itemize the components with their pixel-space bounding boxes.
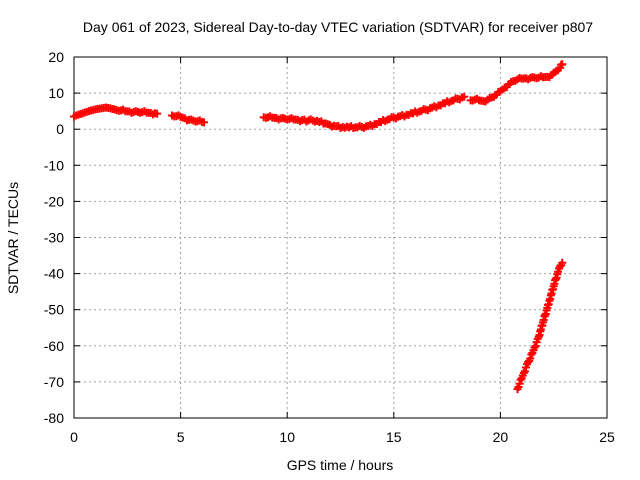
- y-tick-label: 0: [56, 121, 64, 137]
- x-tick-label: 25: [599, 429, 615, 445]
- y-tick-label: 20: [48, 49, 64, 65]
- series-segment-2: [168, 111, 209, 127]
- data-point: [519, 368, 528, 377]
- series-segment-4: [466, 60, 567, 106]
- data-point: [558, 60, 567, 69]
- y-tick-label: -70: [44, 374, 64, 390]
- series-segment-5: [513, 258, 567, 394]
- data-point: [460, 92, 469, 101]
- x-tick-label: 5: [177, 429, 185, 445]
- y-tick-label: -20: [44, 193, 64, 209]
- data-point: [153, 109, 162, 118]
- chart-title: Day 061 of 2023, Sidereal Day-to-day VTE…: [83, 19, 593, 35]
- series-segment-3: [259, 92, 469, 132]
- y-tick-label: -80: [44, 410, 64, 426]
- data-point: [530, 343, 539, 352]
- data-point-fill: [531, 342, 540, 351]
- data-point: [515, 379, 524, 388]
- data-point-fill: [527, 350, 536, 359]
- tick-labels: 0 5 10 15 20 25 -80 -70 -60 -50 -40 -30 -20 -10 0 10 20: [44, 49, 615, 445]
- y-tick-label: -60: [44, 338, 64, 354]
- y-axis-label: SDTVAR / TECUs: [5, 182, 21, 294]
- data-point-fill: [520, 367, 529, 376]
- data-point-fill: [516, 375, 525, 384]
- data-point: [558, 258, 567, 267]
- x-tick-label: 20: [493, 429, 509, 445]
- x-tick-label: 0: [70, 429, 78, 445]
- x-tick-label: 10: [279, 429, 295, 445]
- y-tick-label: -50: [44, 302, 64, 318]
- x-tick-label: 15: [386, 429, 402, 445]
- y-tick-label: -10: [44, 157, 64, 173]
- y-tick-label: 10: [48, 85, 64, 101]
- y-tick-label: -40: [44, 266, 64, 282]
- x-axis-label: GPS time / hours: [287, 457, 394, 473]
- data-point: [200, 118, 209, 127]
- y-tick-label: -30: [44, 230, 64, 246]
- data-point: [526, 354, 535, 363]
- series-segment-1: [70, 103, 162, 121]
- data-points: [70, 60, 567, 394]
- axes: [73, 56, 608, 419]
